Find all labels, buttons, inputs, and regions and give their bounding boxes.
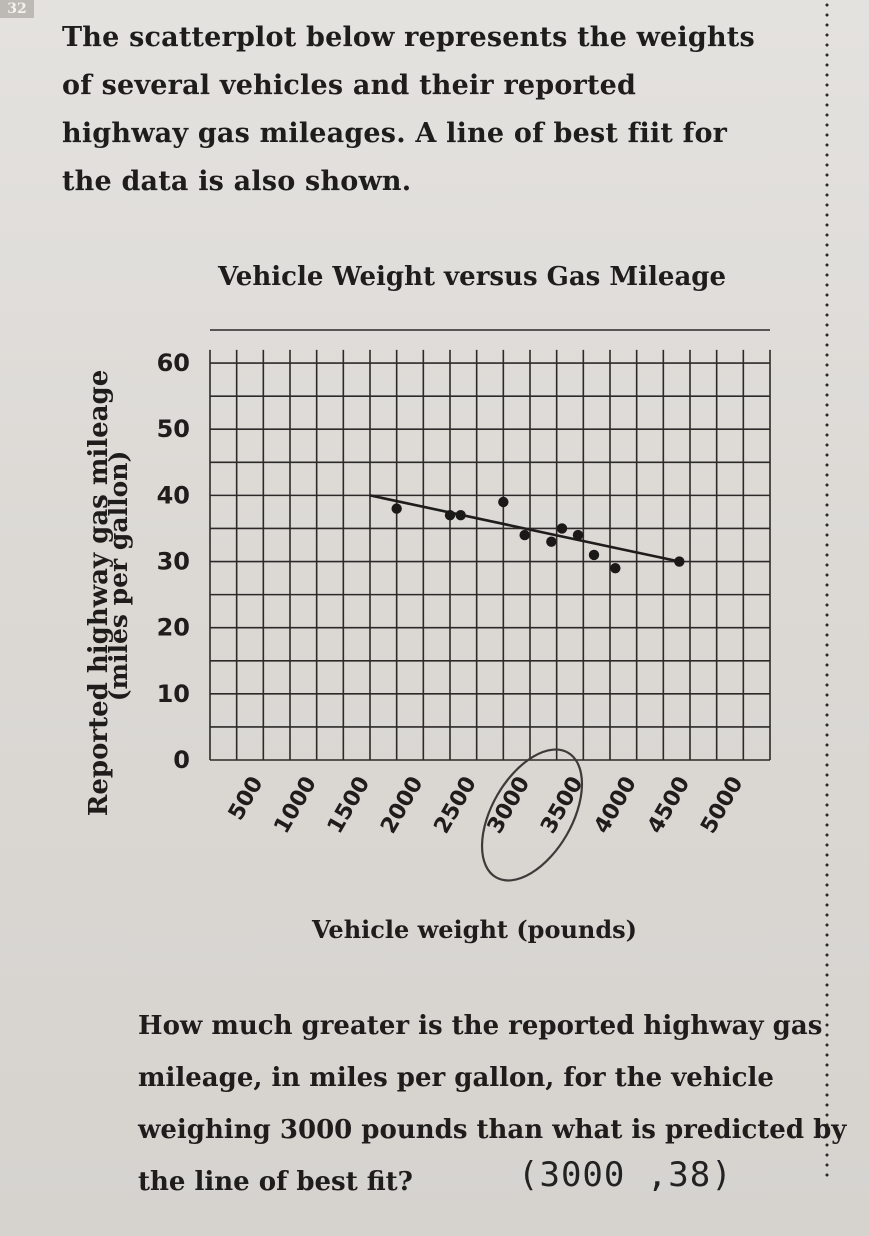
x-tick-label: 500 xyxy=(224,773,269,825)
handwritten-note: (3000 ,38) xyxy=(518,1155,733,1195)
y-tick-label: 0 xyxy=(173,746,190,774)
data-point xyxy=(444,510,456,521)
data-point xyxy=(455,510,466,521)
page-corner-number: 32 xyxy=(0,0,34,18)
x-tick-label: 4500 xyxy=(643,773,695,839)
data-point xyxy=(674,556,685,567)
line-of-best-fit xyxy=(369,494,680,563)
y-tick-label: 60 xyxy=(157,349,190,377)
x-tick-label: 3500 xyxy=(536,773,588,839)
data-point xyxy=(610,562,621,574)
y-tick-label: 50 xyxy=(157,415,190,443)
data-point xyxy=(588,549,600,561)
data-point xyxy=(572,529,584,541)
data-point xyxy=(519,529,530,541)
y-tick-label: 10 xyxy=(157,680,190,708)
data-point xyxy=(498,496,509,508)
intro-text: The scatterplot below represents the wei… xyxy=(62,22,755,197)
y-tick-label: 20 xyxy=(157,614,190,642)
x-tick-label: 2000 xyxy=(376,773,428,839)
chart-title: Vehicle Weight versus Gas Mileage xyxy=(218,262,727,292)
y-tick-label: 40 xyxy=(157,481,190,509)
x-tick-label: 1500 xyxy=(323,773,375,839)
x-tick-label: 2500 xyxy=(430,773,482,839)
data-point xyxy=(546,536,557,547)
x-tick-label: 1000 xyxy=(270,773,322,839)
data-point xyxy=(556,523,568,534)
x-axis-label: Vehicle weight (pounds) xyxy=(312,915,638,944)
x-tick-label: 5000 xyxy=(696,773,748,839)
x-tick-label: 4000 xyxy=(590,773,642,839)
question-text: How much greater is the reported highway… xyxy=(138,1011,847,1197)
spiral-binding xyxy=(825,0,829,1180)
pencil-circle-mark xyxy=(480,748,584,882)
y-tick-label: 30 xyxy=(157,548,190,576)
data-point xyxy=(391,503,402,514)
